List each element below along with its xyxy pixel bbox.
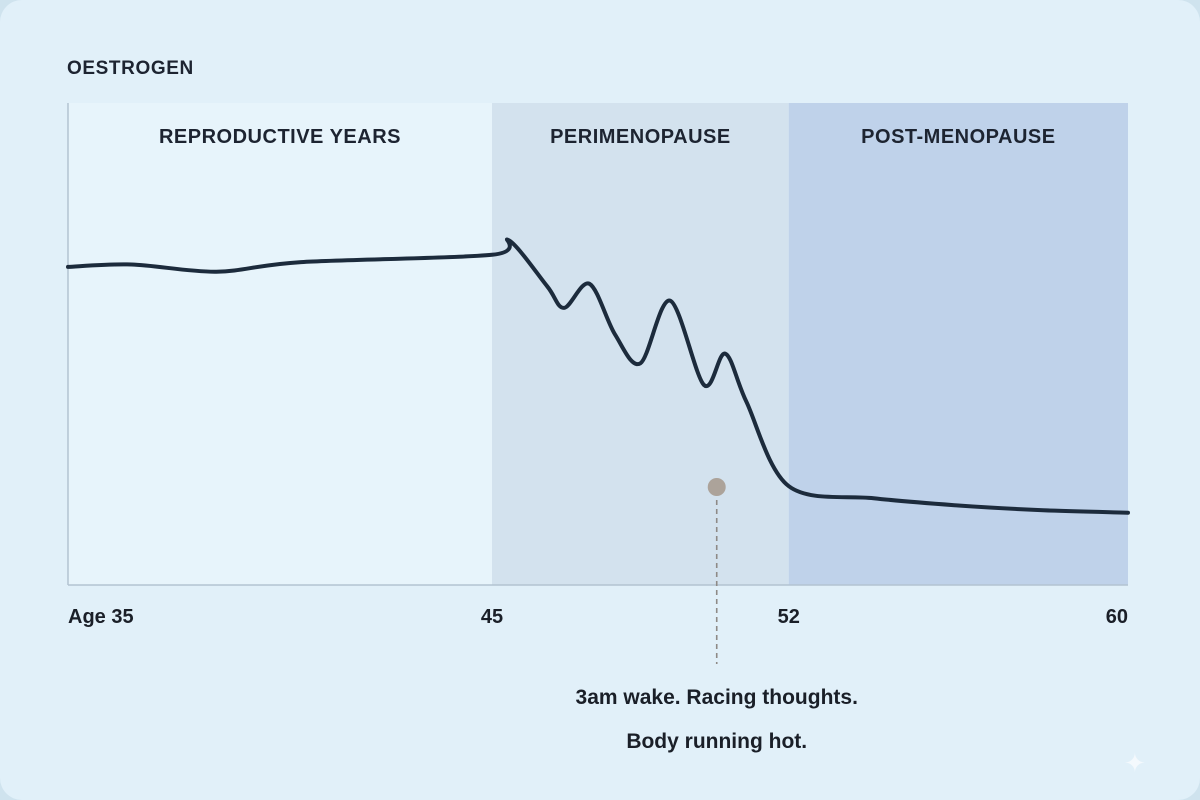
phase-band-1 [492, 103, 789, 585]
annotation-marker [707, 478, 726, 496]
x-tick-label-2: 52 [778, 606, 800, 628]
oestrogen-line [66, 237, 1130, 515]
phase-label-2: POST-MENOPAUSE [861, 126, 1055, 148]
y-axis-label: OESTROGEN [67, 58, 194, 79]
phase-label-0: REPRODUCTIVE YEARS [159, 126, 401, 148]
sparkle-icon: ✦ [1124, 748, 1146, 778]
annotation-line-2: Body running hot. [626, 730, 808, 753]
annotation-line-1: 3am wake. Racing thoughts. [575, 686, 858, 709]
x-tick-label-0: Age 35 [68, 606, 134, 628]
phase-band-0 [68, 103, 492, 585]
phase-label-1: PERIMENOPAUSE [550, 126, 731, 148]
x-tick-label-3: 60 [1106, 606, 1128, 628]
x-tick-label-1: 45 [481, 606, 503, 628]
